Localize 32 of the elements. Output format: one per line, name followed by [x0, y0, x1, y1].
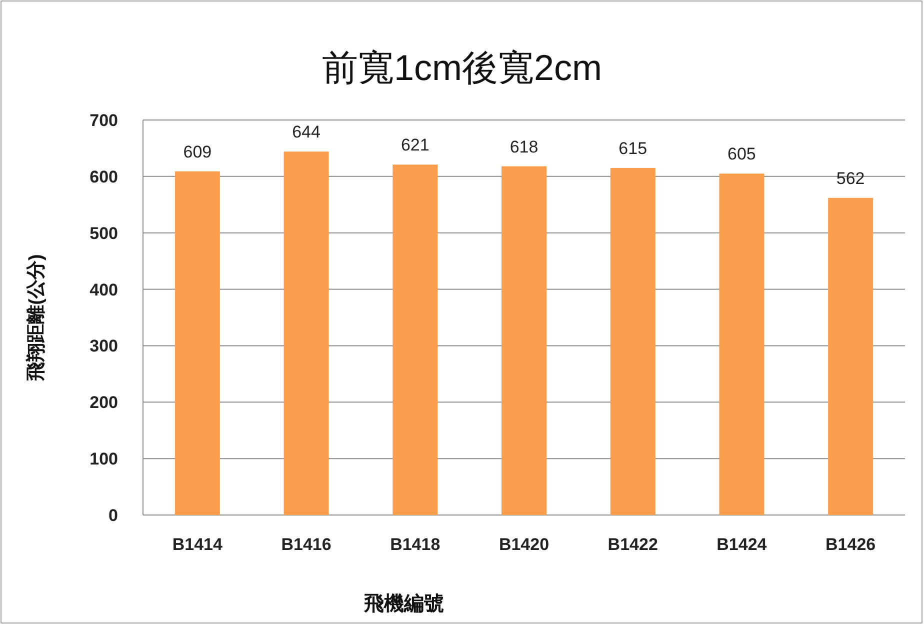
- data-label: 605: [728, 144, 756, 164]
- y-tick-label: 200: [90, 393, 118, 412]
- data-label: 644: [292, 122, 320, 142]
- data-label: 615: [618, 138, 648, 158]
- x-tick-label: B1422: [608, 535, 658, 554]
- x-axis-title: 飛機編號: [363, 593, 444, 615]
- data-label: 609: [183, 142, 212, 162]
- bar: [719, 174, 764, 515]
- x-tick-label: B1416: [281, 535, 332, 554]
- data-label: 618: [510, 137, 538, 156]
- chart-title: 前寬1cm後寬2cm: [322, 47, 602, 88]
- y-tick-label: 100: [90, 450, 118, 469]
- y-tick-label: 0: [108, 506, 118, 525]
- x-tick-label: B1418: [390, 535, 440, 554]
- data-label: 621: [400, 136, 430, 155]
- bar: [392, 164, 438, 515]
- bar: [284, 152, 329, 515]
- x-tick-label: B1426: [826, 535, 876, 554]
- bar: [174, 171, 220, 515]
- y-tick-label: 500: [90, 224, 118, 243]
- y-axis-title: 飛翔距離(公分): [25, 254, 47, 382]
- data-label: 562: [836, 168, 865, 188]
- y-tick-label: 300: [90, 336, 118, 356]
- x-tick-label: B1420: [498, 535, 550, 554]
- bar: [828, 198, 874, 515]
- x-tick-label: B1424: [716, 535, 768, 554]
- y-tick-label: 600: [90, 167, 118, 186]
- y-tick-label: 700: [90, 111, 118, 130]
- bar: [610, 168, 656, 515]
- y-tick-label: 400: [90, 280, 118, 300]
- bar: [502, 166, 546, 515]
- x-tick-label: B1414: [172, 535, 224, 554]
